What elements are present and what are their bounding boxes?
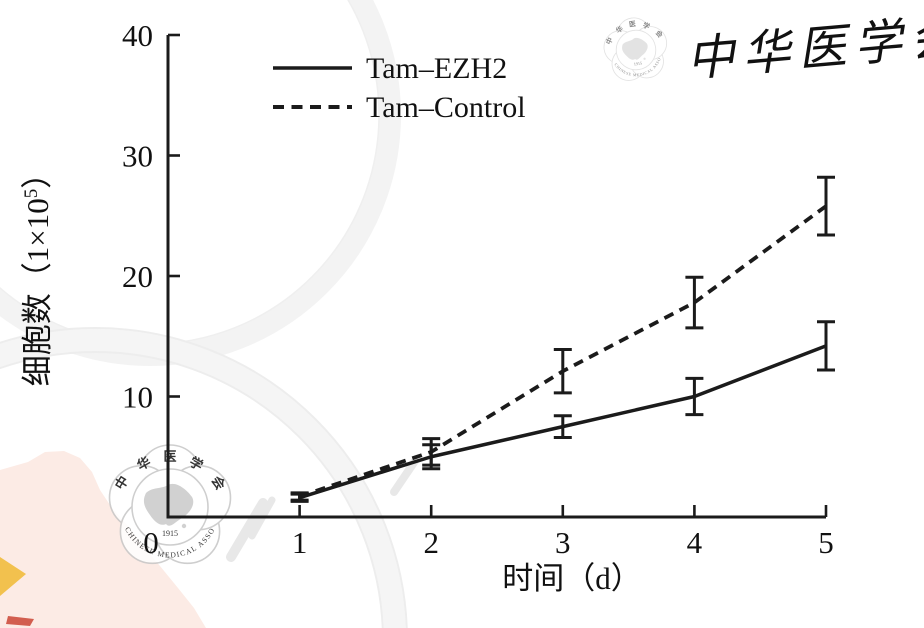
tam-control-error-bar-day-4 xyxy=(685,275,704,330)
data-series-layer xyxy=(290,175,835,503)
tam-ezh2-error-bar-day-5 xyxy=(817,320,835,372)
x-tick-label-1: 1 xyxy=(292,525,308,560)
x-tick-label-2: 2 xyxy=(423,525,439,560)
tam-control-error-bar-day-3 xyxy=(553,348,572,395)
axis-tick-marks xyxy=(168,33,828,517)
yellow-logo-fragment xyxy=(0,557,26,596)
series-tam-control xyxy=(290,175,835,502)
y-tick-label-30: 30 xyxy=(122,139,153,174)
tam-control-error-bar-day-2 xyxy=(422,437,441,467)
y-tick-label-10: 10 xyxy=(122,380,153,415)
tam-ezh2-error-bar-day-4 xyxy=(685,376,704,417)
y-tick-label-40: 40 xyxy=(122,18,153,53)
x-axis-title: 时间（d） xyxy=(502,561,642,596)
axis-tick-labels: 1 2 3 4 5 0 10 20 30 40 xyxy=(122,18,834,560)
x-tick-label-4: 4 xyxy=(687,525,703,560)
x-tick-label-5: 5 xyxy=(818,525,834,560)
y-tick-label-20: 20 xyxy=(122,259,153,294)
legend-label-tam-control: Tam–Control xyxy=(366,91,526,124)
pink-logo-fragment xyxy=(0,451,206,628)
watermark-ring-edge xyxy=(0,351,384,628)
tam-control-error-bar-day-1 xyxy=(290,491,309,502)
red-logo-fragment xyxy=(6,616,34,626)
y-axis-title: 细胞数（1×105） xyxy=(20,158,55,386)
watermark-ring-edge xyxy=(0,327,408,628)
legend-label-tam-ezh2: Tam–EZH2 xyxy=(366,52,507,85)
cma-seal-bottom-left xyxy=(108,444,232,565)
x-tick-label-3: 3 xyxy=(555,525,571,560)
watermark-ring-top-left xyxy=(0,0,401,366)
plot-layer: 1 2 3 4 5 0 10 20 30 40 xyxy=(122,18,835,560)
cma-watermark-script-text: 中华医学会 xyxy=(684,10,924,87)
y-axis-title-superscript: 5 xyxy=(21,189,42,199)
origin-tick-label: 0 xyxy=(143,525,159,560)
legend: Tam–EZH2 Tam–Control xyxy=(273,52,526,124)
cma-seal-top-right xyxy=(599,13,672,84)
axes xyxy=(166,35,826,519)
y-axis-title-close: ） xyxy=(20,158,55,189)
y-axis-title-main: 细胞数（1×10 xyxy=(20,198,55,386)
watermark-ring-bottom-left xyxy=(0,329,406,628)
tam-control-error-bar-day-5 xyxy=(817,175,835,237)
tam-ezh2-error-bar-day-3 xyxy=(553,414,572,439)
